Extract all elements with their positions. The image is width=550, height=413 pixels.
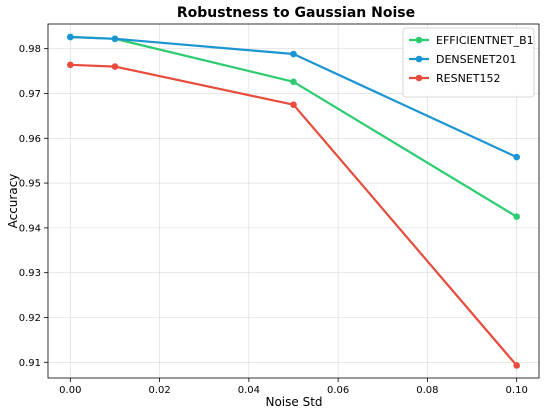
legend-label: RESNET152 (436, 72, 500, 85)
data-point-densenet201 (513, 153, 520, 161)
y-tick-label: 0.92 (19, 313, 41, 324)
legend-swatch-marker (415, 36, 423, 44)
x-axis: 0.00 0.02 0.04 0.06 0.08 0.10 (59, 378, 528, 396)
x-tick-label: 0.10 (506, 385, 528, 396)
x-tick-label: 0.04 (238, 385, 260, 396)
y-tick-label: 0.98 (19, 44, 41, 55)
series-resnet152 (67, 61, 520, 369)
y-tick-label: 0.97 (19, 89, 41, 100)
data-point-densenet201 (111, 35, 119, 43)
series-layer (67, 33, 520, 369)
x-tick-label: 0.06 (327, 385, 349, 396)
x-tick-label: 0.00 (59, 385, 81, 396)
data-point-efficientnet-b1 (513, 213, 520, 220)
series-densenet201 (67, 33, 520, 161)
legend-item-densenet201: DENSENET201 (409, 53, 516, 66)
data-point-efficientnet-b1 (290, 78, 297, 86)
data-point-resnet152 (67, 61, 74, 69)
data-point-resnet152 (111, 63, 119, 70)
data-point-resnet152 (290, 101, 297, 108)
legend-label: DENSENET201 (436, 53, 516, 66)
data-point-densenet201 (290, 50, 297, 58)
legend-item-efficientnet-b1: EFFICIENTNET_B1 (409, 34, 534, 47)
y-tick-label: 0.95 (19, 179, 41, 190)
y-tick-label: 0.94 (19, 223, 41, 234)
y-tick-label: 0.91 (19, 358, 41, 369)
legend-swatch-marker (415, 55, 423, 63)
data-point-densenet201 (67, 33, 74, 41)
x-tick-label: 0.08 (416, 385, 438, 396)
series-line-resnet152 (69, 63, 518, 367)
y-tick-label: 0.96 (19, 134, 41, 145)
legend: EFFICIENTNET_B1 DENSENET201 RESNET152 (402, 27, 535, 98)
x-tick-label: 0.02 (148, 385, 170, 396)
legend-swatch-marker (415, 74, 423, 82)
legend-label: EFFICIENTNET_B1 (436, 34, 534, 47)
legend-item-resnet152: RESNET152 (409, 72, 500, 85)
legend-box (402, 27, 535, 98)
chart-title: Robustness to Gaussian Noise (177, 5, 415, 21)
y-axis-label: Accuracy (6, 174, 20, 229)
y-axis: 0.91 0.92 0.93 0.94 0.95 0.96 0.97 0.98 (19, 44, 48, 369)
plot-frame (47, 23, 540, 379)
series-line-densenet201 (69, 35, 518, 159)
x-axis-label: Noise Std (265, 395, 322, 409)
y-tick-label: 0.93 (19, 268, 41, 279)
data-point-resnet152 (513, 362, 520, 369)
